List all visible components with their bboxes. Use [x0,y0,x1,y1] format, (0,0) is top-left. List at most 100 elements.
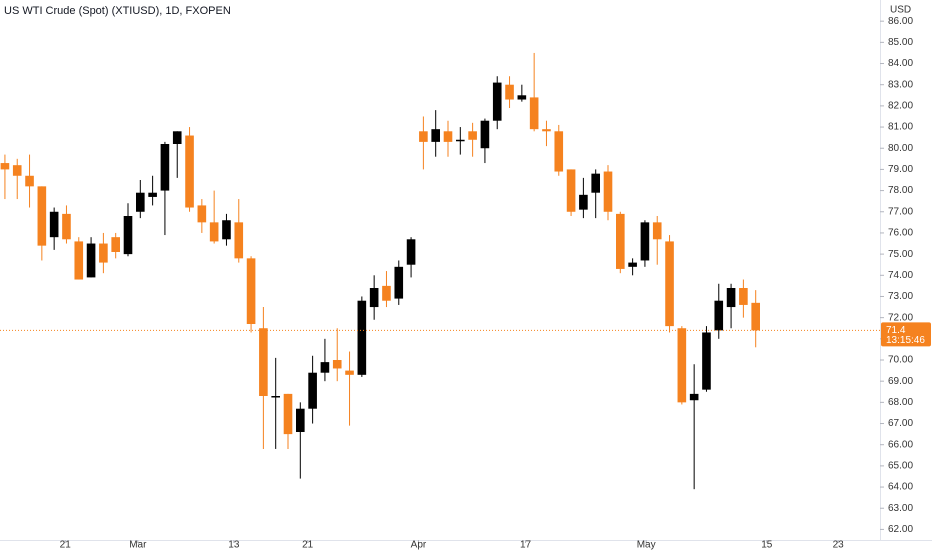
chart-title: US WTI Crude (Spot) (XTIUSD), 1D, FXOPEN [4,5,231,17]
y-tick-label: 78.00 [888,185,913,196]
candle-body [271,396,280,398]
candle-body [726,288,736,308]
candle-body [517,95,527,100]
y-tick-label: 72.00 [888,312,913,323]
x-tick-label: 17 [520,539,532,550]
candle-body [492,82,502,121]
candle-body [86,243,96,278]
candle-body [25,175,34,187]
y-tick-label: 76.00 [888,228,913,239]
candle-body [406,239,416,265]
candle-body [160,144,170,191]
y-tick-label: 79.00 [888,164,913,175]
candle-body [296,408,305,432]
candle-body [74,241,84,280]
y-tick-label: 81.00 [888,122,913,133]
candle-body [603,171,613,212]
candle-body [49,211,59,238]
y-tick-label: 66.00 [888,439,913,450]
candle-body [394,266,404,299]
candle-body [111,237,120,252]
candle-body [357,300,367,375]
y-tick-label: 64.00 [888,482,913,493]
candle-body [652,222,662,240]
candle-body [640,222,650,261]
candle-body [677,328,687,403]
candle-body [456,139,465,142]
candle-body [542,129,551,132]
candle-body [751,302,760,331]
candle-body [148,192,157,197]
candle-body [369,288,379,308]
y-tick-label: 73.00 [888,291,913,302]
currency-label: USD [890,5,911,16]
x-tick-label: 23 [833,539,845,550]
candle-body [505,84,514,100]
y-tick-label: 84.00 [888,58,913,69]
candle-body [628,262,637,267]
candle-body [37,186,47,246]
y-tick-label: 65.00 [888,461,913,472]
x-tick-label: 21 [302,539,314,550]
y-tick-label: 75.00 [888,249,913,260]
candle-body [739,288,748,305]
candle-body [591,173,600,193]
candle-body [234,222,244,259]
candle-body [382,285,391,301]
candle-body [0,163,10,170]
x-tick-label: May [637,539,656,550]
candle-body [714,300,724,331]
candle-body [480,120,490,149]
candle-body [172,131,182,144]
candle-body [345,370,354,375]
candle-body [529,97,539,130]
candle-body [689,393,699,401]
countdown-label: 13:15:46 [886,335,925,346]
y-tick-label: 85.00 [888,37,913,48]
candle-body [185,135,194,208]
candle-body [443,131,453,142]
x-tick-label: Mar [129,539,147,550]
candle-body [579,194,588,210]
x-tick-label: Apr [411,539,427,550]
y-tick-label: 83.00 [888,79,913,90]
candle-body [246,258,256,324]
y-tick-label: 70.00 [888,355,913,366]
candle-body [259,328,268,396]
x-tick-label: 15 [761,539,773,550]
y-tick-label: 67.00 [888,418,913,429]
candle-body [99,243,108,263]
candle-body [12,165,22,176]
candle-body [308,372,317,409]
last-price-box [881,322,931,347]
y-tick-label: 86.00 [888,16,913,27]
candle-body [665,241,674,327]
candle-body [62,213,71,240]
candle-body [197,205,207,223]
candle-body [136,192,145,212]
candle-body [702,332,711,390]
y-tick-label: 77.00 [888,206,913,217]
y-tick-label: 69.00 [888,376,913,387]
x-tick-label: 13 [228,539,240,550]
last-price-label: 71.4 [886,325,906,336]
candle-body [419,131,428,142]
y-tick-label: 68.00 [888,397,913,408]
candle-body [222,220,231,240]
candle-body [566,169,576,212]
candle-body [431,129,440,142]
y-tick-label: 63.00 [888,503,913,514]
candle-body [468,131,477,140]
x-tick-label: 21 [60,539,72,550]
y-tick-label: 80.00 [888,143,913,154]
candle-body [209,222,219,242]
candle-body [123,216,133,255]
candle-body [554,131,564,172]
y-tick-label: 74.00 [888,270,913,281]
y-tick-label: 62.00 [888,524,913,535]
candle-body [616,213,625,269]
y-tick-label: 82.00 [888,101,913,112]
